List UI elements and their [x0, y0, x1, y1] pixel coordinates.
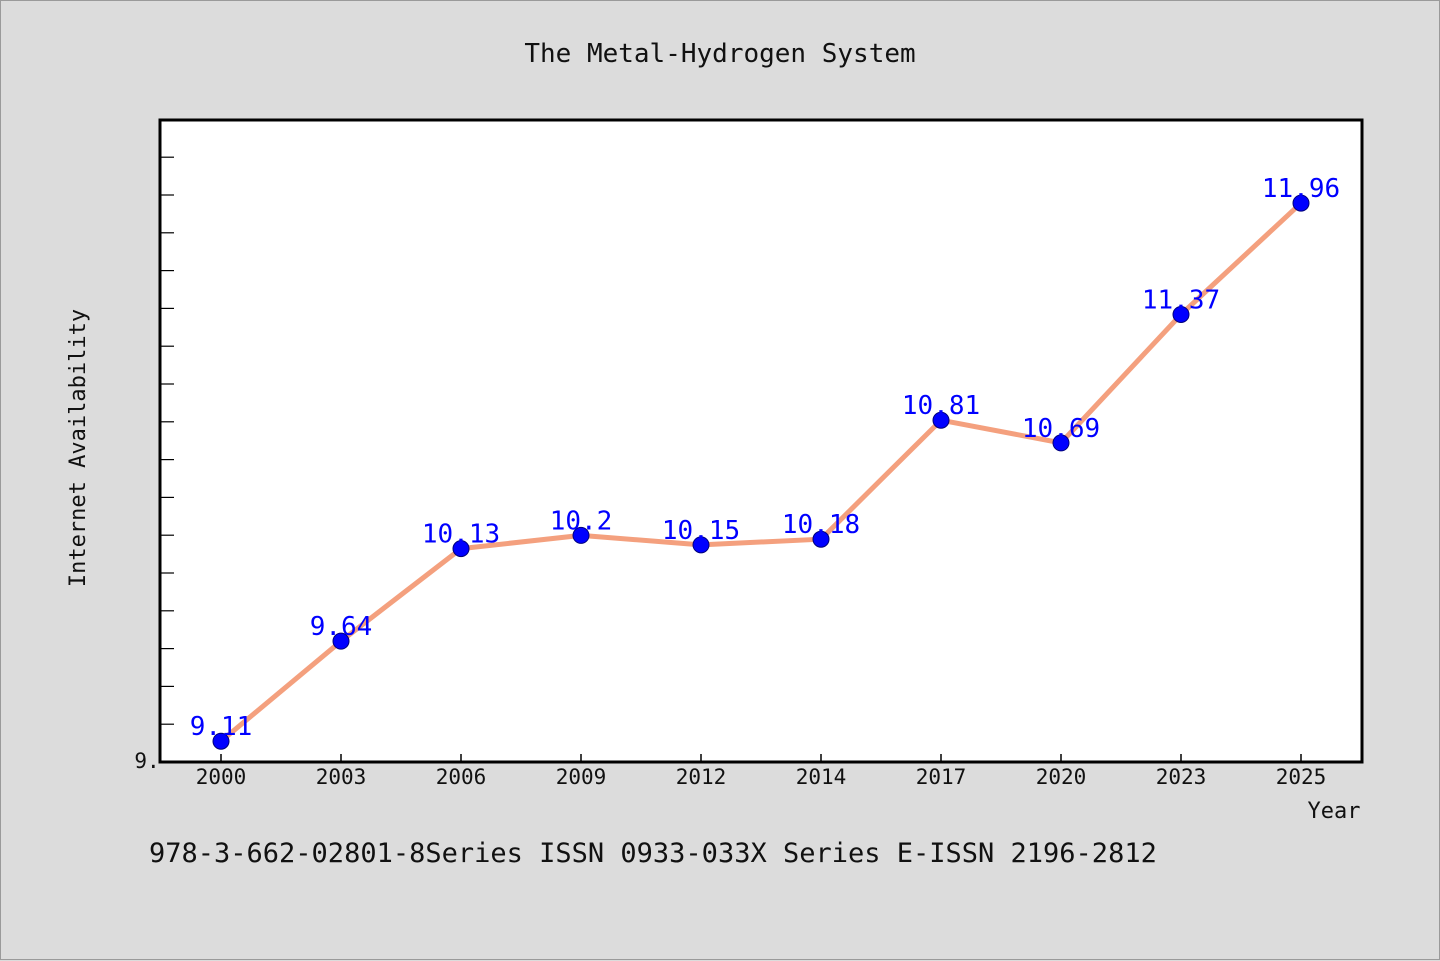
data-point	[1172, 305, 1190, 323]
footer-isbn-text: 978-3-662-02801-8Series ISSN 0933-033X S…	[149, 838, 1157, 869]
data-point	[572, 526, 590, 544]
data-label: 11.96	[1262, 174, 1340, 204]
x-axis-ticks: 2000 2003 2006 2009 2012 2014 2017 2020 2023 2025	[196, 754, 1327, 789]
data-point	[1052, 434, 1070, 452]
data-point	[692, 536, 710, 554]
x-tick-label: 2025	[1276, 765, 1327, 789]
data-point	[812, 530, 830, 548]
data-point	[332, 632, 350, 650]
series-group: 9.11 9.64 10.13 10.2 10.15 10.18 10.81 10.69 11.…	[190, 174, 1340, 750]
data-point	[452, 540, 470, 558]
x-tick-label: 2009	[556, 765, 607, 789]
y-axis-label: Internet Availability	[66, 309, 91, 587]
y-tick-label: 9.	[134, 749, 159, 773]
data-label: 10.15	[662, 516, 740, 546]
x-axis-label: Year	[1308, 799, 1361, 824]
plot-area	[158, 118, 1364, 764]
data-label: 10.13	[422, 520, 500, 550]
data-label: 10.69	[1022, 414, 1100, 444]
data-label: 10.18	[782, 510, 860, 540]
data-label: 11.37	[1142, 285, 1220, 315]
x-tick-label: 2006	[436, 765, 487, 789]
x-tick-label: 2003	[316, 765, 367, 789]
data-label: 9.11	[190, 712, 253, 742]
data-label: 10.2	[550, 506, 613, 536]
x-tick-label: 2023	[1156, 765, 1207, 789]
data-label: 9.64	[310, 612, 373, 642]
x-tick-label: 2017	[916, 765, 967, 789]
data-point	[932, 411, 950, 429]
data-label: 10.81	[902, 391, 980, 421]
y-minor-ticks	[160, 156, 174, 725]
data-point	[1292, 194, 1310, 212]
x-tick-label: 2012	[676, 765, 727, 789]
chart-title: The Metal-Hydrogen System	[524, 39, 915, 69]
x-tick-label: 2014	[796, 765, 847, 789]
data-point	[212, 732, 230, 750]
x-tick-label: 2020	[1036, 765, 1087, 789]
x-tick-label: 2000	[196, 765, 247, 789]
series-line	[219, 201, 1303, 744]
